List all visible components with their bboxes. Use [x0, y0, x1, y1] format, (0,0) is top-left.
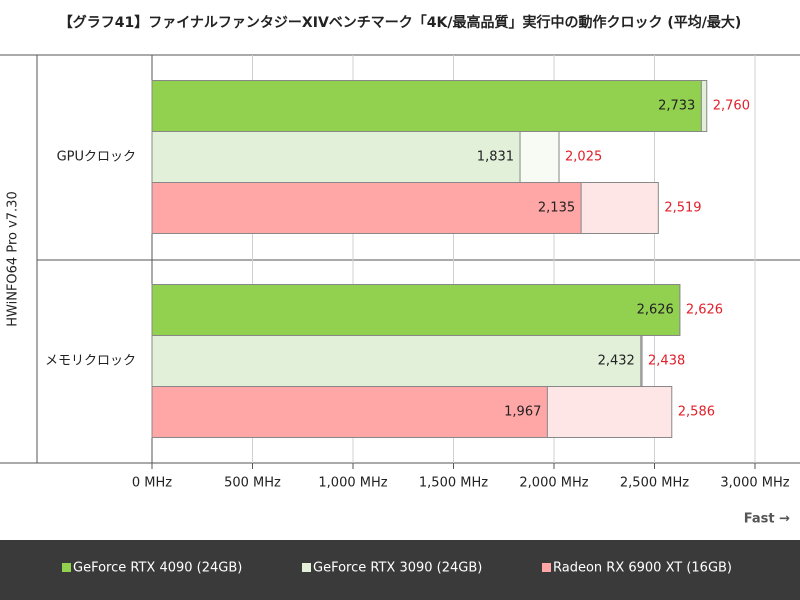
max-value-label: 2,519: [664, 201, 701, 216]
avg-bar: [151, 284, 681, 336]
avg-value-label: 2,733: [658, 99, 695, 114]
max-value-label: 2,626: [686, 303, 723, 318]
x-tick-label: 1,500 MHz: [419, 476, 488, 491]
annotation: Fast →: [744, 512, 790, 527]
legend-marker: [62, 563, 71, 572]
legend-text: Radeon RX 6900 XT (16GB): [553, 561, 732, 576]
category-label: GPUクロック: [57, 150, 136, 165]
x-tick-label: 500 MHz: [224, 476, 281, 491]
x-tick-label: 0 MHz: [132, 476, 172, 491]
max-value-label: 2,586: [678, 405, 715, 420]
avg-bar: [151, 131, 521, 183]
x-tick-label: 2,000 MHz: [519, 476, 588, 491]
legend-text: GeForce RTX 4090 (24GB): [73, 561, 242, 576]
avg-value-label: 1,831: [477, 150, 514, 165]
avg-bar: [151, 80, 702, 132]
legend-marker: [542, 563, 551, 572]
avg-value-label: 1,967: [504, 405, 541, 420]
avg-bar: [151, 335, 642, 387]
max-value-label: 2,760: [713, 99, 750, 114]
avg-value-label: 2,626: [637, 303, 674, 318]
avg-value-label: 2,432: [598, 354, 635, 369]
legend-bg: [0, 540, 800, 600]
chart-title: 【グラフ41】ファイナルファンタジーXIVベンチマーク「4K/最高品質」実行中の…: [59, 14, 742, 31]
avg-value-label: 2,135: [538, 201, 575, 216]
x-tick-label: 1,000 MHz: [318, 476, 387, 491]
avg-bar: [151, 386, 548, 438]
y-axis-label: HWiNFO64 Pro v7.30: [6, 191, 21, 326]
x-tick-label: 2,500 MHz: [620, 476, 689, 491]
legend-text: GeForce RTX 3090 (24GB): [313, 561, 482, 576]
legend-marker: [302, 563, 311, 572]
avg-bar: [151, 182, 582, 234]
category-label: メモリクロック: [45, 354, 136, 369]
max-value-label: 2,438: [648, 354, 685, 369]
max-value-label: 2,025: [565, 150, 602, 165]
x-tick-label: 3,000 MHz: [720, 476, 789, 491]
